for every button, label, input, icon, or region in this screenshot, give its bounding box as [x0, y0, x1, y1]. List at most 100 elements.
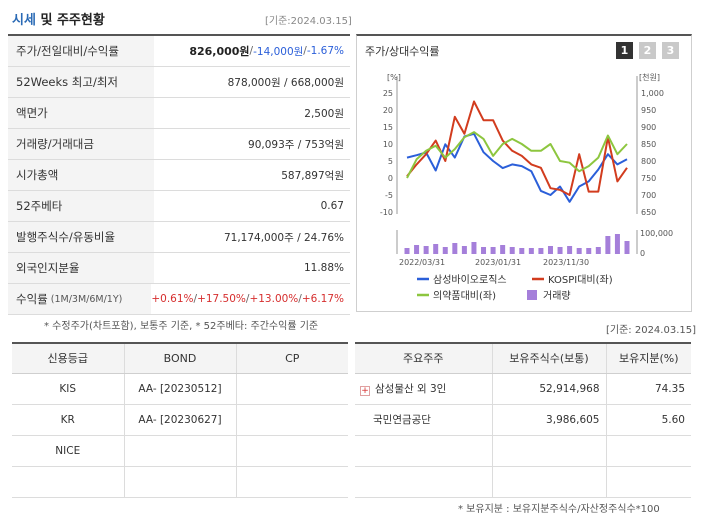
price-row: 주가/전일대비/수익률 826,000원 / -14,000원 / -1.67% [8, 36, 350, 67]
volume-bar [509, 247, 515, 254]
price-row: 액면가 2,500원 [8, 98, 350, 129]
credit-table-cell: KIS [12, 373, 125, 405]
credit-table-header: CP [236, 343, 348, 374]
shareholder-cell-text: 국민연금공단 [373, 414, 431, 426]
price-row-value: +0.61% / +17.50% / +13.00% / +6.17% [151, 284, 350, 314]
legend-label: 의약품대비(좌) [433, 290, 496, 302]
price-row: 시가총액 587,897억원 [8, 160, 350, 191]
credit-table-cell: NICE [12, 435, 125, 467]
price-row-label-text: 외국인지분율 [16, 261, 80, 275]
asof-date: [기준:2024.03.15] [265, 16, 352, 27]
volume-bar [624, 241, 630, 254]
section-title-rest: 및 주주현황 [40, 13, 105, 28]
price-row-label: 52주베타 [8, 191, 154, 221]
credit-table-cell [236, 404, 348, 436]
credit-table-cell [236, 466, 348, 498]
chart-tab-1[interactable]: 1 [616, 42, 633, 59]
price-row-label-text: 52Weeks 최고/최저 [16, 75, 118, 89]
credit-table-header: BOND [124, 343, 237, 374]
credit-table-row [12, 466, 348, 498]
volume-bar [557, 247, 563, 254]
shareholder-table-cell [606, 435, 691, 467]
volume-bar [567, 246, 573, 254]
price-row-value: 11.88% [154, 253, 350, 283]
price-row-value: 2,500원 [154, 98, 350, 128]
shareholder-table-cell: 74.35 [606, 373, 691, 405]
right-tick-label: 1,000 [641, 89, 664, 98]
price-footnote: * 수정주가(차트포함), 보통주 기준, * 52주베타: 주간수익률 기준 [44, 321, 319, 332]
left-unit-label: [%] [387, 73, 401, 82]
shareholder-cell-text: 5.60 [661, 413, 685, 426]
right-unit-label: [천원] [639, 72, 660, 82]
expand-plus-icon[interactable]: + [360, 386, 370, 396]
price-row-label: 발행주식수/유동비율 [8, 222, 154, 252]
price-value-part: -14,000원 [253, 45, 304, 58]
volume-bar [452, 243, 458, 254]
shareholder-table-cell [606, 466, 691, 498]
price-row-value: 71,174,000주 / 24.76% [154, 222, 350, 252]
shareholder-cell-text: 52,914,968 [539, 382, 600, 395]
price-value-part: / [245, 293, 250, 305]
volume-bar [423, 246, 429, 254]
shareholder-table-cell: 5.60 [606, 404, 691, 436]
price-row-value: 826,000원 / -14,000원 / -1.67% [154, 36, 350, 66]
price-row-label: 52Weeks 최고/최저 [8, 67, 154, 97]
credit-rating-table: 신용등급 BOND CP KIS AA- [20230512] KR AA- [20230… [12, 342, 348, 498]
x-tick-label: 2023/01/31 [475, 258, 521, 267]
price-row: 거래량/거래대금 90,093주 / 753억원 [8, 129, 350, 160]
price-row: 외국인지분율 11.88% [8, 253, 350, 284]
shareholder-table-cell: 국민연금공단 [355, 404, 493, 436]
price-row-label: 외국인지분율 [8, 253, 154, 283]
left-tick-label: 0 [388, 174, 393, 183]
chart-tab-2[interactable]: 2 [639, 42, 656, 59]
shareholder-table-row [355, 466, 691, 498]
volume-bar [490, 247, 496, 254]
shareholder-table-row: 국민연금공단 3,986,605 5.60 [355, 404, 691, 436]
volume-bar [547, 246, 553, 254]
price-value-part: +0.61% [151, 293, 194, 305]
price-row: 발행주식수/유동비율 71,174,000주 / 24.76% [8, 222, 350, 253]
price-row-value: 0.67 [154, 191, 350, 221]
shareholder-table-cell: + 삼성물산 외 3인 [355, 373, 493, 405]
price-row-label-text: 액면가 [16, 106, 48, 120]
section-title: 시세 및 주주현황 [12, 9, 105, 28]
volume-bar [500, 245, 506, 254]
price-row-value: 878,000원 / 668,000원 [154, 67, 350, 97]
credit-table-cell [12, 466, 125, 498]
price-value-part: +17.50% [197, 293, 246, 305]
credit-table-row: KIS AA- [20230512] [12, 373, 348, 405]
volume-bar [481, 247, 487, 254]
volume-bar [414, 245, 420, 254]
chart-tab-3[interactable]: 3 [662, 42, 679, 59]
shareholder-cell-text: 삼성물산 외 3인 [375, 383, 447, 395]
price-value-part: -1.67% [306, 45, 344, 57]
price-value-part: 2,500원 [304, 107, 344, 120]
credit-table-row: NICE [12, 435, 348, 467]
price-value-part: 90,093주 / 753억원 [248, 138, 344, 151]
price-row: 52주베타 0.67 [8, 191, 350, 222]
volume-bar [461, 246, 467, 254]
shareholder-table-header: 보유주식수(보통) [492, 343, 607, 374]
price-row-label-text: 주가/전일대비/수익률 [16, 44, 119, 58]
shareholder-table-header: 보유지분(%) [606, 343, 691, 374]
right-tick-label: 800 [641, 157, 656, 166]
credit-table-cell [124, 435, 237, 467]
price-row-label-sub: (1M/3M/6M/1Y) [50, 293, 123, 305]
shareholder-table-header: 주요주주 [355, 343, 493, 374]
section-title-accent: 시세 [12, 13, 36, 28]
price-value-part: / [193, 293, 198, 305]
right-tick-label: 900 [641, 123, 656, 132]
credit-table-row: KR AA- [20230627] [12, 404, 348, 436]
left-tick-label: 20 [383, 106, 393, 115]
right-tick-label: 750 [641, 174, 656, 183]
shareholder-cell-text: 74.35 [654, 382, 685, 395]
price-value-part: 878,000원 / 668,000원 [227, 76, 344, 89]
series-line [406, 100, 628, 196]
volume-bar [404, 248, 410, 254]
right-tick-label: 850 [641, 140, 656, 149]
credit-table-cell: KR [12, 404, 125, 436]
left-tick-label: 25 [383, 89, 393, 98]
price-table: 주가/전일대비/수익률 826,000원 / -14,000원 / -1.67% 5… [8, 34, 350, 315]
volume-bar [471, 242, 477, 254]
